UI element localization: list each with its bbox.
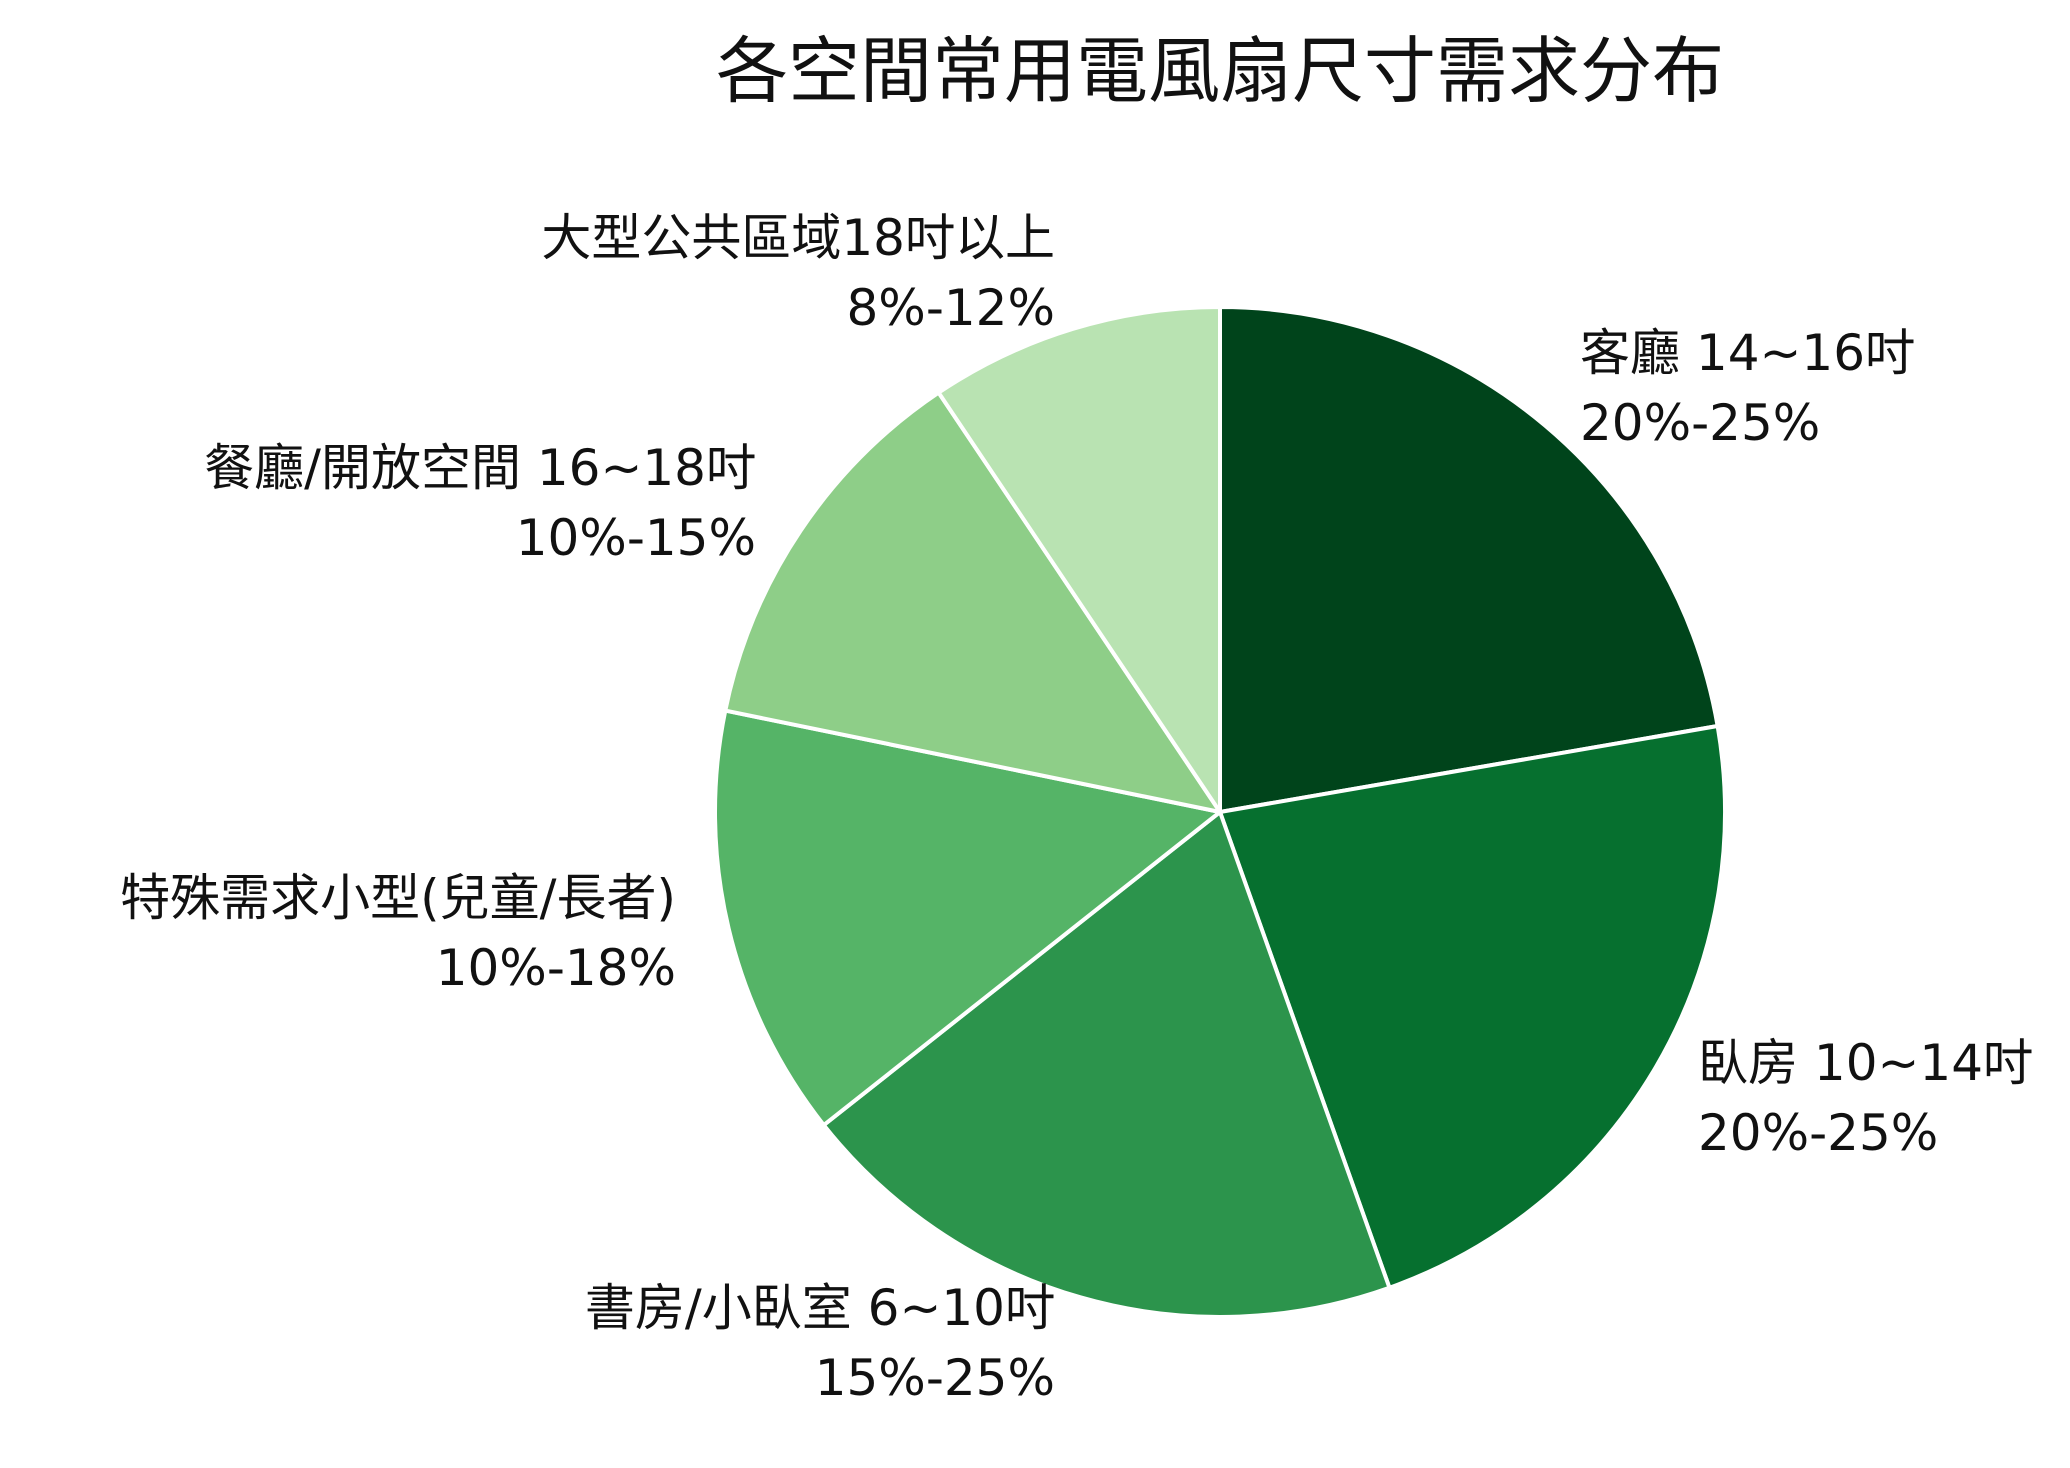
slice-label-name-2: 臥房 10~14吋 (1698, 1034, 2033, 1092)
slice-label-range-2: 20%-25% (1698, 1104, 1938, 1162)
chart-title: 各空間常用電風扇尺寸需求分布 (716, 29, 1724, 113)
slice-label-name-1: 客廳 14~16吋 (1580, 324, 1915, 382)
slice-label-range-6: 8%-12% (847, 279, 1056, 337)
pie-slice-4 (713, 708, 1222, 1128)
slice-label-name-4: 特殊需求小型(兒童/長者) (120, 869, 676, 927)
slice-label-name-5: 餐廳/開放空間 16~18吋 (204, 439, 756, 497)
pie-slice-3 (821, 810, 1392, 1319)
slice-label-range-4: 10%-18% (436, 939, 676, 997)
slice-label-name-6: 大型公共區域18吋以上 (541, 209, 1055, 267)
slice-label-range-5: 10%-15% (516, 509, 756, 567)
slice-label-name-3: 書房/小臥室 6~10吋 (585, 1279, 1055, 1337)
slice-labels: 客廳 14~16吋 20%-25% 臥房 10~14吋 20%-25% 書房/小臥室 6… (120, 209, 2033, 1407)
pie-slice-1 (1218, 305, 1720, 814)
pie-slice-5 (723, 390, 1222, 814)
slice-label-range-1: 20%-25% (1580, 394, 1820, 452)
pie-slice-6 (936, 305, 1222, 814)
pie-slices (713, 305, 1727, 1319)
pie-slice-2 (1218, 724, 1727, 1290)
slice-label-range-3: 15%-25% (815, 1349, 1055, 1407)
